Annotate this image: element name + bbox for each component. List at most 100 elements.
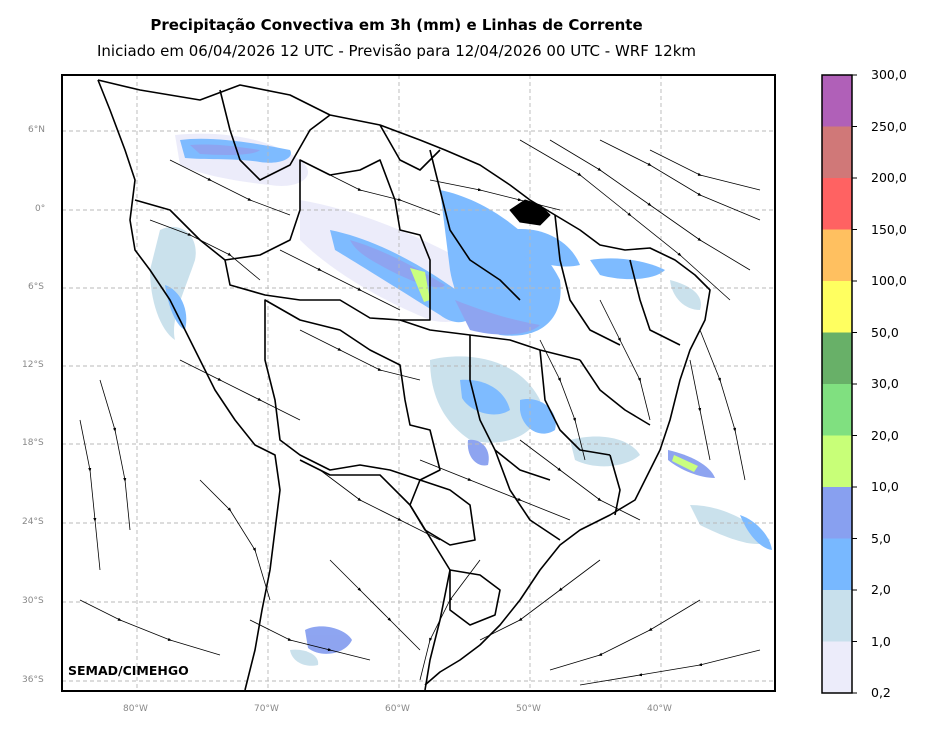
border-brazil-states-8 [494, 449, 561, 541]
lat-label-6s: 6°S [28, 282, 44, 292]
streamline [279, 249, 401, 311]
colorbar-tick-label: 100,0 [871, 273, 907, 288]
lat-label-30s: 30°S [22, 596, 44, 606]
lat-label-12s: 12°S [22, 360, 44, 370]
colorbar-tick-label: 1,0 [871, 633, 891, 649]
colorbar [821, 74, 857, 694]
streamline [99, 379, 131, 531]
colorbar-tick-label: 50,0 [871, 324, 899, 340]
border-brazil-states-1 [399, 319, 581, 361]
streamline [419, 459, 571, 521]
precip-patch-west-amazon [150, 226, 196, 340]
colorbar-swatch [822, 126, 852, 178]
streamline [329, 559, 421, 651]
border-brazil-states-6 [554, 214, 621, 346]
lon-label-80w: 80°W [123, 704, 148, 714]
streamline [199, 479, 271, 601]
colorbar-swatch [822, 75, 852, 127]
colorbar-swatch [822, 538, 852, 590]
colorbar-tick-label: 30,0 [871, 376, 899, 391]
colorbar-tick-label: 200,0 [871, 170, 907, 185]
streamline [599, 299, 651, 421]
streamline [149, 219, 261, 281]
streamline [579, 649, 761, 686]
streamlines [79, 139, 761, 686]
map-frame [61, 74, 776, 692]
precipitation-field [150, 133, 772, 666]
lon-label-70w: 70°W [254, 704, 279, 714]
border-uruguay [449, 569, 501, 626]
colorbar-tick-label: 250,0 [871, 118, 907, 134]
lon-label-60w: 60°W [385, 704, 410, 714]
streamline [479, 559, 601, 641]
precip-patch-para [440, 190, 561, 336]
precip-patch-argentina-light [290, 649, 319, 666]
precip-patch-ms [467, 439, 489, 466]
colorbar-tick-label: 0,2 [871, 685, 891, 700]
precip-patch-para-core [455, 300, 540, 335]
streamline [549, 599, 701, 671]
colorbar-tick-label: 300,0 [871, 67, 907, 82]
streamline [649, 149, 761, 191]
streamline [319, 169, 441, 216]
precip-patch-guianas-strong [190, 144, 260, 155]
border-brazil-states-3 [539, 349, 611, 456]
border-northern-coast [97, 79, 711, 686]
border-peru-ecuador [134, 199, 226, 261]
lat-label-6n: 6°N [28, 125, 45, 135]
map-subtitle: Iniciado em 06/04/2026 12 UTC - Previsão… [96, 42, 697, 60]
border-brazil-states-5 [429, 149, 521, 301]
border-argentina [299, 459, 451, 691]
border-brazil-states-2 [469, 335, 551, 481]
colorbar-swatch [822, 487, 852, 539]
streamline [519, 439, 641, 521]
colorbar-tick-label: 20,0 [871, 427, 899, 443]
streamline [299, 329, 421, 381]
streamline [249, 619, 371, 661]
lat-label-18s: 18°S [22, 438, 44, 448]
streamline [169, 159, 291, 216]
colorbar-swatch [822, 281, 852, 333]
colorbar-tick-label: 2,0 [871, 582, 891, 597]
colorbar-tick-label: 5,0 [871, 530, 891, 546]
lat-label-36s: 36°S [22, 675, 44, 685]
precip-patch-atlantic-core [740, 515, 772, 550]
border-paraguay [409, 479, 476, 546]
amazon-delta [509, 199, 551, 226]
colorbar-tick-label: 150,0 [871, 221, 907, 237]
streamline [79, 599, 221, 656]
colorbar-swatch [822, 590, 852, 642]
streamline [599, 139, 761, 221]
lon-label-40w: 40°W [647, 704, 672, 714]
precip-patch-amazon-mouth [510, 229, 580, 267]
colorbar-swatch [822, 332, 852, 384]
precip-patch-atlantic [690, 505, 770, 545]
streamline [319, 469, 441, 541]
streamline [79, 419, 101, 571]
lon-label-50w: 50°W [516, 704, 541, 714]
lat-label-0: 0° [35, 204, 46, 214]
streamline [699, 329, 746, 481]
border-brazil-states-7 [629, 259, 681, 346]
colorbar-swatch [822, 435, 852, 487]
border-brazil-states-9 [609, 454, 621, 516]
country-borders [97, 79, 711, 691]
border-bolivia [264, 299, 441, 481]
map-title: Precipitação Convectiva em 3h (mm) e Lin… [150, 16, 643, 34]
precip-patch-goias [520, 399, 556, 434]
credit-label: SEMAD/CIMEHGO [68, 663, 189, 678]
border-brazil-states-4 [579, 359, 651, 426]
colorbar-swatch [822, 384, 852, 436]
precip-patch-bahia-coast-green [672, 455, 698, 472]
colorbar-tick-label: 10,0 [871, 479, 899, 494]
streamline [549, 139, 751, 271]
border-brazil-west [224, 159, 431, 321]
border-pacific-coast [97, 79, 281, 691]
graticule [62, 75, 775, 691]
precip-patch-northeast [590, 258, 665, 280]
border-venezuela-colombia [219, 89, 331, 181]
streamline [179, 359, 301, 421]
colorbar-swatch [822, 178, 852, 230]
streamline [689, 359, 711, 461]
